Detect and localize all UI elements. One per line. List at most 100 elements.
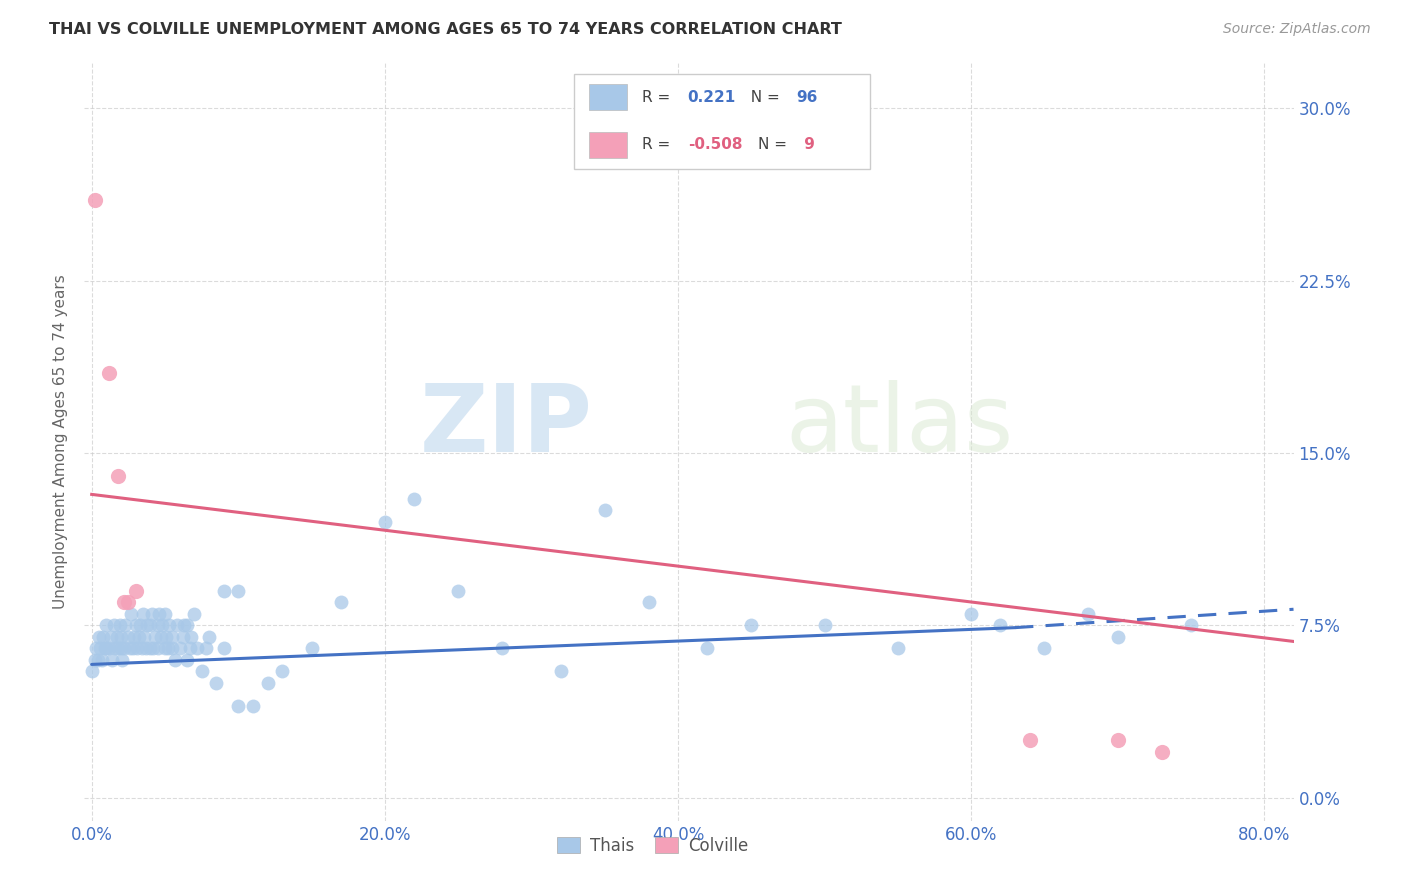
Point [100, 630, 122, 644]
Point [1018, 733, 1040, 747]
Point [131, 641, 153, 656]
Point [143, 630, 166, 644]
Point [112, 641, 135, 656]
Point [83, 653, 105, 667]
Point [121, 641, 143, 656]
Point [162, 630, 184, 644]
Point [135, 641, 157, 656]
Point [96, 618, 118, 632]
Point [80, 665, 103, 679]
Point [740, 618, 762, 632]
Point [447, 583, 470, 598]
Point [153, 607, 176, 621]
Point [124, 618, 146, 632]
Point [87, 630, 110, 644]
Bar [589, 84, 627, 111]
Point [89, 641, 111, 656]
Point [110, 641, 132, 656]
Point [139, 618, 162, 632]
Point [146, 641, 169, 656]
Point [93, 630, 115, 644]
Point [212, 583, 235, 598]
Text: -0.508: -0.508 [688, 137, 742, 153]
Point [98, 366, 121, 380]
Point [94, 641, 117, 656]
Y-axis label: Unemployment Among Ages 65 to 74 years: Unemployment Among Ages 65 to 74 years [52, 274, 67, 609]
Point [550, 665, 572, 679]
Point [813, 618, 835, 632]
Point [404, 491, 426, 506]
Text: N =: N = [758, 137, 792, 153]
Point [329, 595, 352, 609]
Point [172, 630, 194, 644]
Point [162, 641, 184, 656]
Text: R =: R = [641, 137, 675, 153]
Point [491, 641, 513, 656]
Point [960, 607, 983, 621]
Point [153, 641, 176, 656]
Point [256, 675, 278, 690]
Point [108, 618, 131, 632]
Point [157, 618, 180, 632]
Point [146, 618, 169, 632]
Point [141, 607, 163, 621]
Point [301, 641, 323, 656]
Point [112, 595, 135, 609]
Point [84, 641, 107, 656]
Point [179, 641, 201, 656]
Point [176, 653, 198, 667]
Point [195, 641, 218, 656]
Point [120, 607, 142, 621]
Text: THAI VS COLVILLE UNEMPLOYMENT AMONG AGES 65 TO 74 YEARS CORRELATION CHART: THAI VS COLVILLE UNEMPLOYMENT AMONG AGES… [49, 22, 842, 37]
Point [198, 630, 221, 644]
Point [101, 653, 124, 667]
Point [156, 641, 179, 656]
Text: ZIP: ZIP [419, 380, 592, 473]
Point [114, 618, 136, 632]
Point [129, 618, 152, 632]
Point [226, 698, 249, 713]
Point [98, 641, 121, 656]
Bar [589, 132, 627, 158]
Point [186, 641, 208, 656]
Point [96, 641, 118, 656]
Point [212, 641, 235, 656]
Point [105, 630, 128, 644]
Point [696, 641, 718, 656]
Point [117, 595, 139, 609]
Point [180, 630, 202, 644]
Legend: Thais, Colville: Thais, Colville [550, 830, 755, 862]
Point [593, 503, 616, 517]
Point [83, 194, 105, 208]
Text: 9: 9 [799, 137, 815, 153]
Point [124, 583, 146, 598]
Point [117, 630, 139, 644]
Point [1107, 630, 1129, 644]
Point [1033, 641, 1056, 656]
Point [150, 618, 173, 632]
Point [374, 515, 396, 529]
Point [1107, 733, 1129, 747]
Text: R =: R = [641, 90, 675, 104]
Point [111, 653, 134, 667]
Point [136, 618, 159, 632]
Point [1150, 745, 1173, 759]
Point [155, 630, 177, 644]
Text: atlas: atlas [786, 380, 1014, 473]
Point [1180, 618, 1202, 632]
Text: 96: 96 [797, 90, 818, 104]
Point [148, 607, 170, 621]
Point [122, 630, 145, 644]
Point [134, 630, 156, 644]
Point [190, 665, 212, 679]
Point [271, 665, 294, 679]
Point [103, 618, 125, 632]
Point [149, 630, 172, 644]
Point [166, 618, 188, 632]
Point [637, 595, 659, 609]
Text: N =: N = [741, 90, 785, 104]
Point [91, 653, 114, 667]
Point [173, 618, 195, 632]
Point [128, 630, 150, 644]
Point [86, 653, 108, 667]
